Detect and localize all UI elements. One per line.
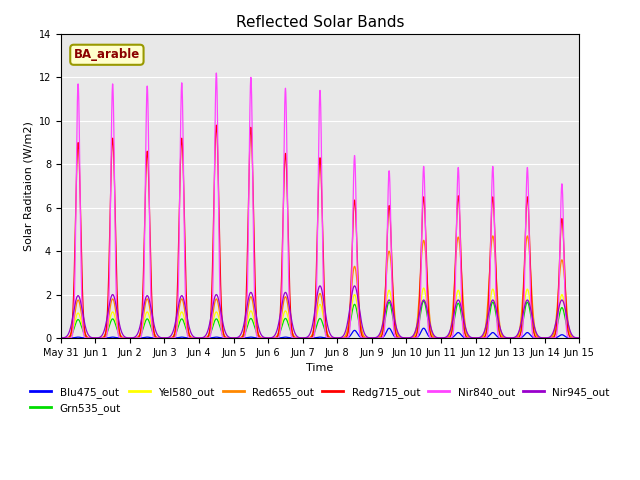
Nir945_out [465,333,473,339]
Line: Redg715_out: Redg715_out [61,125,579,338]
Redg715_out [150,329,158,335]
Redg715_out [575,335,583,341]
Yel580_out [407,335,415,341]
Red655_out [575,335,582,341]
Nir840_out [436,335,444,341]
Line: Yel580_out: Yel580_out [61,288,579,338]
Nir840_out [407,335,415,341]
Line: Nir840_out: Nir840_out [61,73,579,338]
Blu475_out [575,335,583,341]
Blu475_out [385,325,393,331]
Red655_out [436,335,444,341]
Red655_out [300,335,308,341]
Blu475_out [575,335,582,341]
Yel580_out [57,335,65,341]
Nir945_out [57,335,65,341]
Grn535_out [465,335,473,341]
Nir840_out [301,335,308,341]
Nir945_out [575,335,582,341]
Nir945_out [436,335,444,341]
Red655_out [150,329,158,335]
Grn535_out [436,335,444,341]
Blu475_out [407,335,415,341]
Grn535_out [420,298,428,304]
Blu475_out [465,335,473,341]
Grn535_out [407,335,415,341]
Blu475_out [300,335,308,341]
Text: BA_arable: BA_arable [74,48,140,61]
Redg715_out [407,335,415,341]
Title: Reflected Solar Bands: Reflected Solar Bands [236,15,404,30]
Yel580_out [465,335,473,341]
Nir840_out [465,335,473,341]
Yel580_out [575,335,583,341]
Line: Red655_out: Red655_out [61,236,579,338]
Yel580_out [150,331,158,337]
Yel580_out [300,335,308,341]
Line: Blu475_out: Blu475_out [61,328,579,338]
Blu475_out [150,335,158,341]
Redg715_out [465,335,473,341]
Y-axis label: Solar Raditaion (W/m2): Solar Raditaion (W/m2) [23,121,33,251]
Nir840_out [575,335,582,341]
Redg715_out [57,335,65,341]
Redg715_out [436,335,444,341]
Redg715_out [301,335,308,341]
Blu475_out [57,335,65,341]
Red655_out [57,335,65,341]
Nir945_out [575,335,583,341]
Nir945_out [150,321,158,327]
Redg715_out [212,122,220,128]
Nir945_out [407,334,415,340]
Yel580_out [436,335,444,341]
Yel580_out [420,285,428,291]
Red655_out [407,335,415,341]
Grn535_out [300,335,308,341]
Red655_out [575,335,583,341]
Nir840_out [150,335,158,340]
Grn535_out [150,332,158,338]
Grn535_out [57,335,65,341]
Line: Nir945_out: Nir945_out [61,286,579,338]
Redg715_out [575,335,582,341]
Nir945_out [316,283,324,289]
Nir945_out [300,335,308,341]
Nir840_out [212,70,220,76]
X-axis label: Time: Time [307,363,333,373]
Grn535_out [575,335,583,341]
Yel580_out [575,335,582,341]
Blu475_out [436,335,444,341]
Legend: Blu475_out, Grn535_out, Yel580_out, Red655_out, Redg715_out, Nir840_out, Nir945_: Blu475_out, Grn535_out, Yel580_out, Red6… [26,383,614,418]
Red655_out [465,335,473,340]
Line: Grn535_out: Grn535_out [61,301,579,338]
Nir840_out [575,335,583,341]
Nir840_out [57,335,65,341]
Red655_out [489,233,497,239]
Grn535_out [575,335,582,341]
